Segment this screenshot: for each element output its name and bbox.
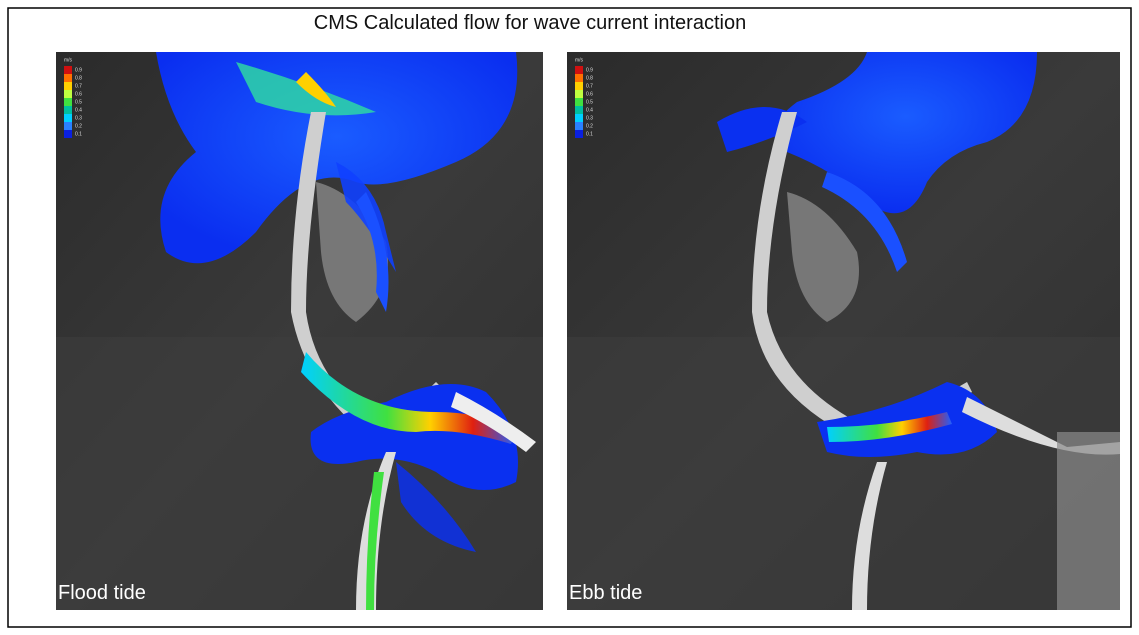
legend-label: 0.1 [586,131,593,137]
legend-swatch [64,122,72,130]
legend-label: 0.9 [75,67,82,73]
legend-label: 0.5 [75,99,82,105]
legend-swatch [575,66,583,74]
legend-label: 0.3 [586,115,593,121]
legend-swatch [575,98,583,106]
legend-label: 0.6 [75,91,82,97]
legend-swatch [64,82,72,90]
legend-label: 0.5 [586,99,593,105]
panel-label: Ebb tide [569,582,642,604]
legend-swatch [575,114,583,122]
legend-swatch [575,74,583,82]
panel-label: Flood tide [58,582,146,604]
legend-label: 0.6 [586,91,593,97]
legend-swatch [64,66,72,74]
ebb-panel: m/s0.9 0.8 0.7 0.6 0.5 0.4 0.3 0.2 0.1 Ebb tide [567,52,1120,610]
legend-swatch [575,82,583,90]
legend-label: 0.8 [586,75,593,81]
legend-unit: m/s [575,57,584,63]
legend-swatch [64,106,72,114]
legend-label: 0.7 [586,83,593,89]
legend-label: 0.1 [75,131,82,137]
legend-label: 0.4 [75,107,82,113]
legend-label: 0.7 [75,83,82,89]
legend-swatch [64,74,72,82]
legend-label: 0.9 [586,67,593,73]
legend-label: 0.8 [75,75,82,81]
flood-panel: m/s0.9 0.8 0.7 0.6 0.5 0.4 0.3 0.2 0.1 Flood tide [56,52,543,610]
legend-swatch [575,106,583,114]
legend-label: 0.2 [75,123,82,129]
legend-swatch [64,114,72,122]
legend-swatch [64,130,72,138]
figure-title: CMS Calculated flow for wave current int… [314,12,746,34]
legend-swatch [64,98,72,106]
legend-label: 0.2 [586,123,593,129]
legend-label: 0.3 [75,115,82,121]
legend-unit: m/s [64,57,73,63]
legend-swatch [575,90,583,98]
legend-swatch [64,90,72,98]
legend-swatch [575,122,583,130]
legend-swatch [575,130,583,138]
legend-label: 0.4 [586,107,593,113]
